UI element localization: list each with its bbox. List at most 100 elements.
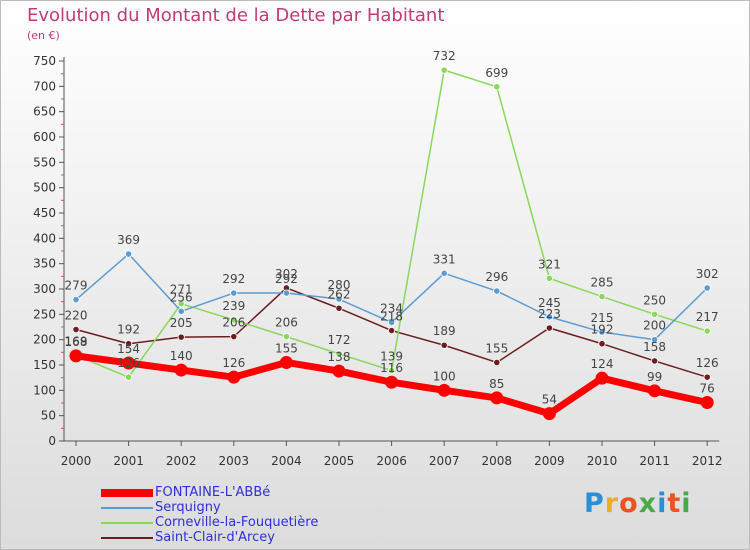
- data-label: 138: [328, 350, 351, 364]
- data-label: 285: [591, 276, 614, 290]
- legend-swatch: [101, 536, 153, 539]
- data-point: [490, 391, 504, 405]
- data-label: 321: [538, 257, 561, 271]
- y-unit-label: (en €): [27, 29, 60, 42]
- data-point: [177, 307, 185, 315]
- data-point: [72, 325, 80, 334]
- data-label: 76: [700, 381, 715, 395]
- data-point: [545, 313, 554, 321]
- data-point: [437, 383, 451, 397]
- data-point: [387, 366, 396, 375]
- data-point: [545, 274, 554, 282]
- data-label: 234: [380, 301, 403, 315]
- data-point: [598, 340, 606, 348]
- data-label: 126: [696, 356, 719, 370]
- data-label: 292: [275, 272, 298, 286]
- data-label: 99: [647, 370, 662, 384]
- data-point: [125, 373, 133, 381]
- logo-letter: i: [681, 488, 692, 519]
- x-tick-label: 2012: [692, 454, 723, 468]
- data-label: 192: [117, 323, 140, 337]
- y-tick-label: 100: [33, 383, 56, 397]
- data-point: [72, 296, 80, 304]
- data-label: 139: [380, 350, 403, 364]
- data-point: [440, 269, 448, 277]
- data-label: 262: [328, 287, 351, 301]
- data-point: [700, 395, 714, 409]
- data-point: [542, 407, 556, 421]
- logo-letter: P: [584, 488, 605, 519]
- data-point: [650, 336, 659, 344]
- data-point: [493, 358, 501, 367]
- logo-letter: t: [667, 488, 682, 519]
- data-point: [230, 333, 238, 341]
- data-label: 189: [433, 324, 456, 338]
- data-label: 218: [380, 310, 403, 324]
- x-tick-label: 2006: [376, 454, 407, 468]
- data-label: 124: [591, 357, 614, 371]
- data-label: 200: [643, 319, 666, 333]
- data-point: [177, 333, 185, 341]
- data-point: [703, 373, 711, 381]
- data-label: 85: [489, 377, 504, 391]
- data-label: 296: [485, 270, 508, 284]
- y-tick-label: 650: [33, 105, 56, 119]
- data-point: [282, 333, 290, 341]
- data-point: [493, 287, 501, 295]
- x-tick-label: 2008: [482, 454, 513, 468]
- y-tick-label: 150: [33, 358, 56, 372]
- x-tick-label: 2001: [113, 454, 144, 468]
- data-point: [227, 370, 241, 384]
- data-point: [177, 300, 185, 308]
- data-point: [648, 384, 662, 398]
- legend-label: Corneville-la-Fouquetière: [155, 515, 319, 530]
- data-label: 215: [591, 311, 614, 325]
- data-point: [595, 371, 609, 385]
- data-label: 369: [117, 233, 140, 247]
- y-tick-label: 250: [33, 307, 56, 321]
- data-point: [335, 304, 343, 312]
- data-label: 331: [433, 252, 456, 266]
- data-point: [122, 356, 136, 370]
- data-label: 169: [65, 334, 88, 348]
- data-point: [332, 364, 346, 378]
- data-label: 699: [485, 66, 508, 80]
- data-label: 205: [170, 316, 193, 330]
- legend-label: Saint-Clair-d'Arcey: [155, 530, 275, 545]
- x-tick-label: 2004: [271, 454, 302, 468]
- y-tick-label: 50: [41, 409, 56, 423]
- legend-swatch: [101, 506, 153, 509]
- data-label: 54: [542, 393, 557, 407]
- y-tick-label: 450: [33, 206, 56, 220]
- data-label: 302: [275, 267, 298, 281]
- legend-label: Serquigny: [155, 500, 221, 515]
- y-tick-label: 600: [33, 130, 56, 144]
- data-label: 280: [328, 278, 351, 292]
- data-point: [493, 83, 501, 91]
- data-label: 206: [222, 316, 245, 330]
- x-tick-label: 2002: [166, 454, 197, 468]
- legend-swatch: [101, 488, 153, 497]
- x-tick-label: 2009: [534, 454, 565, 468]
- y-tick-label: 750: [33, 54, 56, 68]
- data-label: 217: [696, 310, 719, 324]
- y-tick-label: 700: [33, 79, 56, 93]
- data-label: 155: [485, 341, 508, 355]
- data-label: 206: [275, 316, 298, 330]
- data-point: [387, 326, 396, 335]
- data-label: 154: [117, 342, 140, 356]
- x-tick-label: 2007: [429, 454, 460, 468]
- data-point: [335, 295, 343, 303]
- data-point: [125, 250, 133, 258]
- data-label: 302: [696, 267, 719, 281]
- data-point: [703, 327, 711, 335]
- data-label: 126: [117, 356, 140, 370]
- proxiti-logo: Proxiti: [584, 488, 692, 519]
- legend-swatch: [101, 521, 153, 524]
- data-point: [125, 340, 133, 348]
- logo-letter: i: [657, 488, 668, 519]
- data-point: [174, 363, 188, 377]
- y-tick-label: 200: [33, 333, 56, 347]
- x-tick-label: 2003: [219, 454, 250, 468]
- data-point: [69, 349, 83, 363]
